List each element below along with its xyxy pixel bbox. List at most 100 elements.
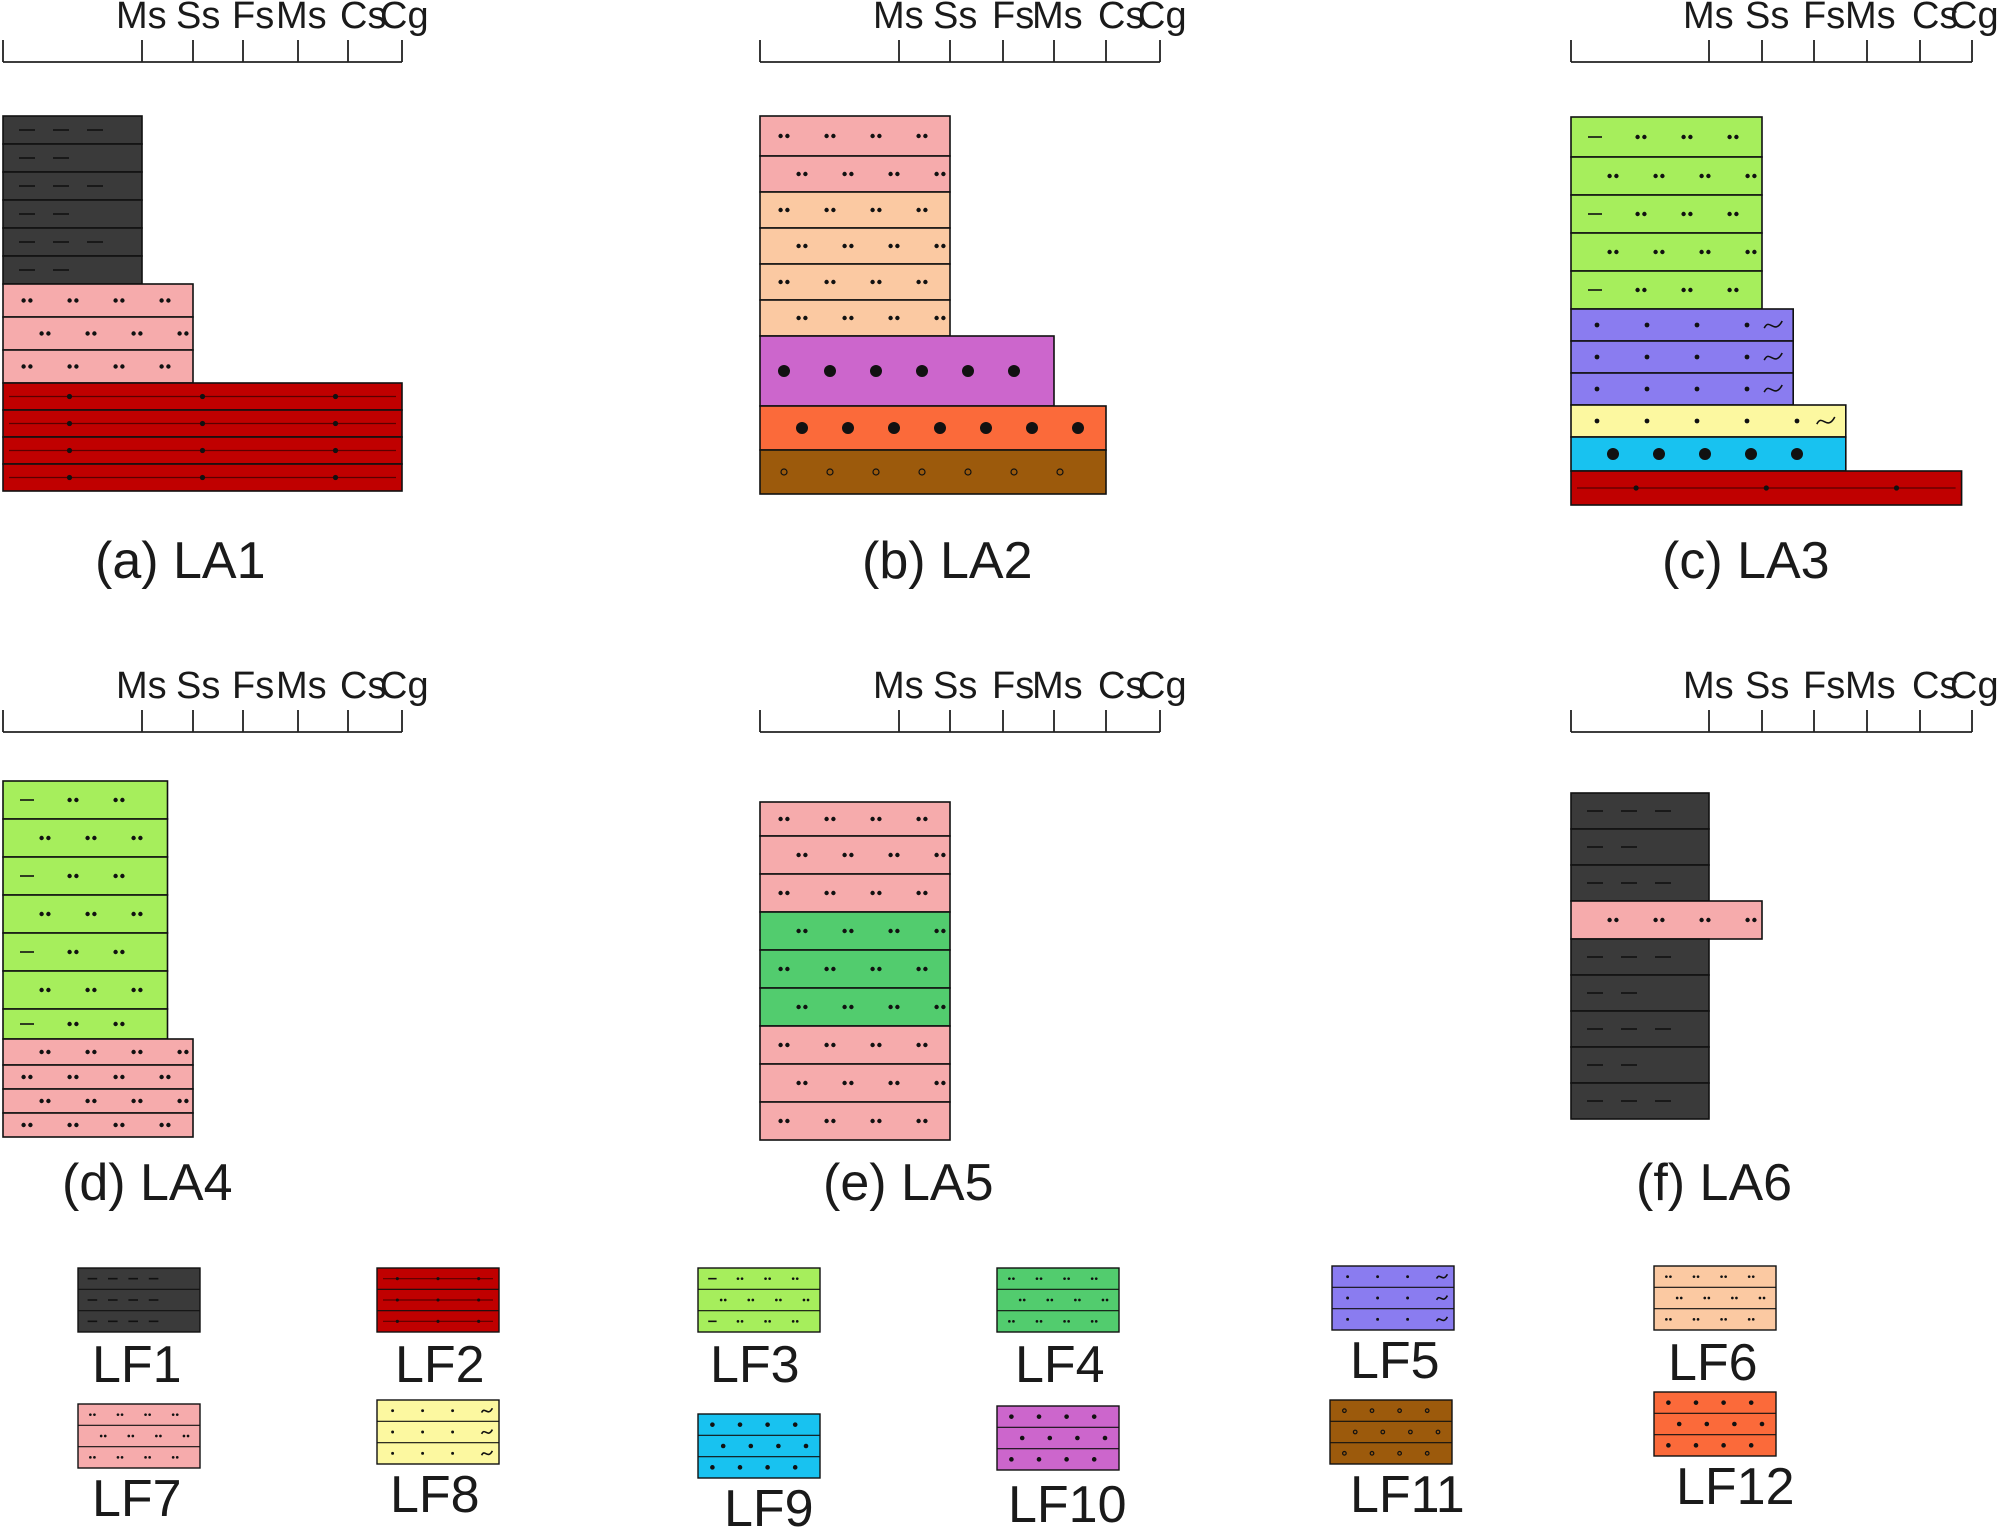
bed-lf3 bbox=[1570, 270, 1763, 310]
legend-swatch bbox=[996, 1267, 1120, 1333]
grain-size-label: Cg bbox=[1950, 665, 1999, 707]
grain-size-label: Fs bbox=[992, 0, 1034, 37]
grain-size-label: Ms bbox=[1845, 0, 1896, 37]
legend-label: LF4 bbox=[1015, 1336, 1105, 1394]
legend-swatch bbox=[1331, 1265, 1455, 1331]
bed-lf3 bbox=[2, 856, 169, 896]
legend-label: LF3 bbox=[710, 1336, 800, 1394]
grain-size-label: Cg bbox=[380, 665, 429, 707]
bed-lf1 bbox=[2, 227, 143, 257]
bed-lf1 bbox=[1570, 1082, 1710, 1120]
grain-size-label: Fs bbox=[1803, 665, 1845, 707]
grain-size-label: Ss bbox=[1745, 0, 1789, 37]
bed-lf1 bbox=[1570, 864, 1710, 902]
bed-lf12 bbox=[759, 405, 1107, 451]
legend-swatch bbox=[376, 1399, 500, 1465]
legend-swatch bbox=[77, 1403, 201, 1469]
legend-lf2: LF2 bbox=[376, 1267, 500, 1394]
column-caption: (d) LA4 bbox=[62, 1154, 233, 1212]
column-caption: (f) LA6 bbox=[1636, 1154, 1792, 1212]
legend-swatch bbox=[1653, 1265, 1777, 1331]
bed-lf6 bbox=[759, 299, 951, 337]
bed-lf3 bbox=[2, 1008, 169, 1040]
bed-lf1 bbox=[1570, 1010, 1710, 1048]
bed-lf7 bbox=[2, 1064, 194, 1090]
bed-lf7 bbox=[759, 115, 951, 157]
bed-lf7 bbox=[759, 1101, 951, 1141]
bed-lf1 bbox=[1570, 938, 1710, 976]
legend-lf1: LF1 bbox=[77, 1267, 201, 1394]
column-caption: (e) LA5 bbox=[823, 1154, 994, 1212]
bed-lf3 bbox=[2, 780, 169, 820]
column-caption: (a) LA1 bbox=[95, 532, 266, 590]
bed-lf1 bbox=[2, 115, 143, 145]
bed-lf7 bbox=[759, 155, 951, 193]
legend-label: LF10 bbox=[1008, 1476, 1127, 1533]
legend-lf6: LF6 bbox=[1653, 1265, 1777, 1392]
grain-size-label: Ss bbox=[176, 0, 220, 37]
grain-size-label: Fs bbox=[232, 665, 274, 707]
bed-lf1 bbox=[2, 143, 143, 173]
bed-lf6 bbox=[759, 263, 951, 301]
legend-label: LF9 bbox=[724, 1480, 814, 1533]
legend-lf5: LF5 bbox=[1331, 1265, 1455, 1390]
bed-lf10 bbox=[759, 335, 1055, 407]
grain-size-label: Ms bbox=[1683, 0, 1734, 37]
column-caption: (c) LA3 bbox=[1662, 532, 1830, 590]
bed-lf4 bbox=[759, 911, 951, 951]
bed-lf3 bbox=[2, 818, 169, 858]
grain-size-label: Cs bbox=[340, 665, 386, 707]
bed-lf7 bbox=[2, 1112, 194, 1138]
legend-swatch bbox=[1653, 1391, 1777, 1457]
bed-lf3 bbox=[1570, 156, 1763, 196]
bed-lf9 bbox=[1570, 436, 1847, 472]
legend-lf4: LF4 bbox=[996, 1267, 1120, 1394]
bed-lf7 bbox=[2, 1088, 194, 1114]
bed-lf7 bbox=[2, 316, 194, 351]
grain-size-label: Cs bbox=[1098, 0, 1144, 37]
grain-size-label: Cs bbox=[1912, 665, 1958, 707]
bed-lf7 bbox=[759, 1063, 951, 1103]
grain-size-label: Ms bbox=[1845, 665, 1896, 707]
bed-lf7 bbox=[759, 1025, 951, 1065]
bed-lf5 bbox=[1570, 372, 1794, 406]
legend-label: LF2 bbox=[395, 1336, 485, 1394]
legend-label: LF5 bbox=[1350, 1332, 1440, 1390]
bed-lf3 bbox=[1570, 194, 1763, 234]
legend-lf7: LF7 bbox=[77, 1403, 201, 1528]
bed-lf2 bbox=[2, 409, 403, 438]
bed-lf11 bbox=[759, 449, 1107, 495]
legend-lf12: LF12 bbox=[1653, 1391, 1795, 1516]
bed-lf3 bbox=[1570, 116, 1763, 158]
bed-lf3 bbox=[2, 894, 169, 934]
grain-size-label: Ss bbox=[933, 0, 977, 37]
legend-swatch bbox=[376, 1267, 500, 1333]
grain-size-label: Cs bbox=[1912, 0, 1958, 37]
bed-lf7 bbox=[2, 349, 194, 384]
legend-lf3: LF3 bbox=[697, 1267, 821, 1394]
legend-label: LF8 bbox=[390, 1466, 480, 1524]
grain-size-label: Ms bbox=[276, 0, 327, 37]
grain-size-label: Ms bbox=[873, 665, 924, 707]
grain-size-label: Ms bbox=[873, 0, 924, 37]
bed-lf1 bbox=[1570, 828, 1710, 866]
bed-lf8 bbox=[1570, 404, 1847, 438]
grain-size-label: Ms bbox=[276, 665, 327, 707]
grain-size-label: Fs bbox=[1803, 0, 1845, 37]
bed-lf6 bbox=[759, 191, 951, 229]
legend-label: LF1 bbox=[92, 1336, 182, 1394]
grain-size-label: Ms bbox=[1683, 665, 1734, 707]
legend-swatch bbox=[1329, 1399, 1453, 1465]
bed-lf3 bbox=[2, 970, 169, 1010]
legend-lf9: LF9 bbox=[697, 1413, 821, 1533]
